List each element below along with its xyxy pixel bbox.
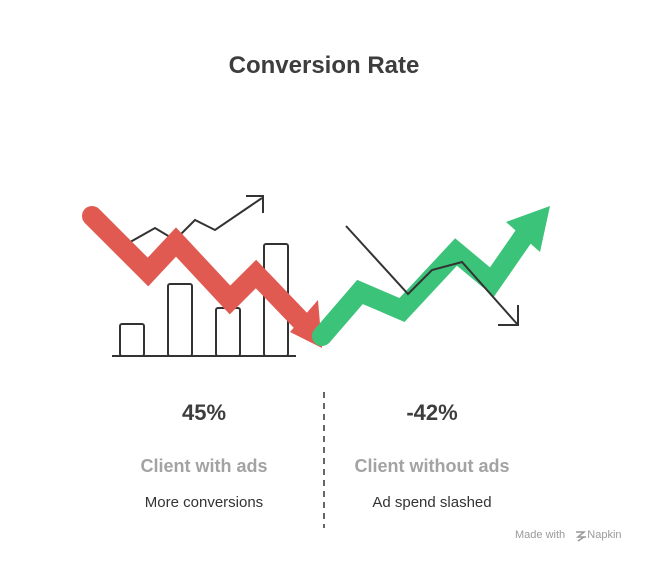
value: -42% xyxy=(406,400,458,425)
value: 45% xyxy=(181,400,227,425)
label: Client with ads xyxy=(140,456,268,476)
footer: Made with Napkin xyxy=(515,529,622,541)
label: Client without ads xyxy=(354,456,510,476)
description: More conversions xyxy=(144,494,264,511)
brand: Napkin xyxy=(587,529,622,541)
title: Conversion Rate xyxy=(228,52,420,79)
description: Ad spend slashed xyxy=(372,494,492,511)
made-with: Made with xyxy=(515,529,566,541)
